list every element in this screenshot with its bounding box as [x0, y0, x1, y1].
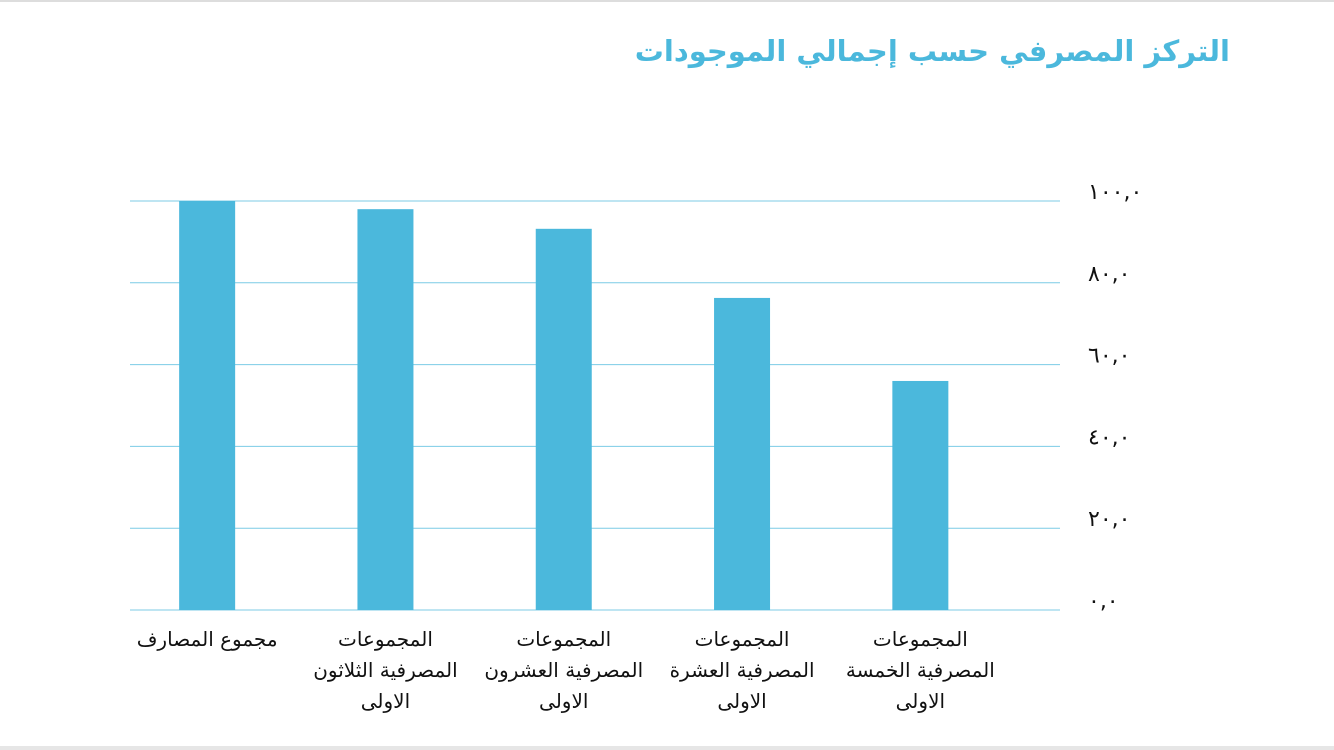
bar: [179, 201, 236, 610]
y-tick-label: ٤٠,٠: [1088, 425, 1130, 450]
bar: [357, 209, 414, 610]
x-tick-label: مجموع المصارف: [136, 627, 278, 651]
x-tick-label: المجموعات المصرفية الثلاثون الاولى: [313, 627, 458, 713]
x-tick-label: المجموعات المصرفية العشرون الاولى: [484, 627, 644, 713]
x-tick-label: المجموعات المصرفية العشرة الاولى: [669, 627, 815, 713]
bar: [714, 297, 771, 610]
bottom-border: [0, 746, 1334, 750]
y-tick-label: ٠,٠: [1088, 589, 1119, 614]
bar: [892, 380, 949, 610]
y-tick-label: ٨٠,٠: [1088, 262, 1130, 287]
y-tick-label: ١٠٠,٠: [1088, 180, 1142, 205]
y-tick-label: ٢٠,٠: [1088, 507, 1130, 532]
top-border: [0, 0, 1334, 2]
x-tick-label: المجموعات المصرفية الخمسة الاولى: [845, 627, 995, 713]
bar: [535, 228, 592, 610]
y-tick-label: ٦٠,٠: [1088, 344, 1130, 369]
chart-title: التركز المصرفي حسب إجمالي الموجودات: [634, 34, 1230, 68]
